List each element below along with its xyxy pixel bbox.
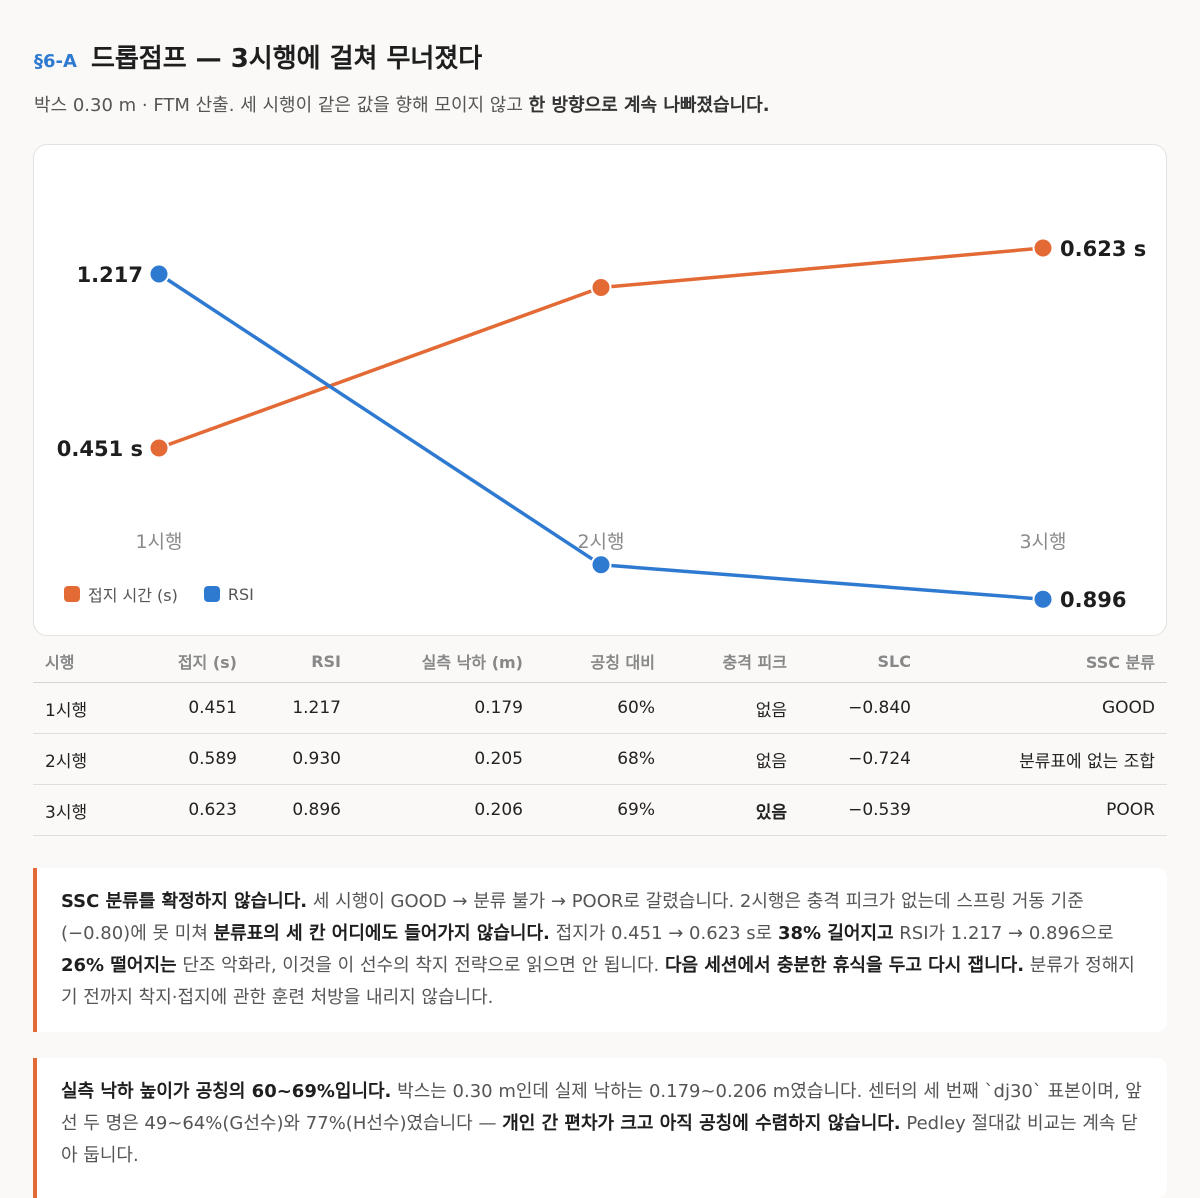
cell-ssc: POOR xyxy=(923,784,1167,836)
data-point-1-0 xyxy=(148,263,170,285)
note1-text-4: 단조 악화라, 이것을 이 선수의 착지 전략으로 읽으면 안 됩니다. xyxy=(176,955,665,976)
col-header-impact: 충격 피크 xyxy=(667,640,799,683)
cell-nominal: 68% xyxy=(535,733,667,785)
subtitle-text: 박스 0.30 m · FTM 산출. 세 시행이 같은 값을 향해 모이지 않… xyxy=(34,95,529,116)
cell-trial: 3시행 xyxy=(33,784,133,836)
legend-swatch-rsi xyxy=(203,586,220,602)
col-header-ssc: SSC 분류 xyxy=(923,640,1167,683)
cell-impact: 있음 xyxy=(667,784,799,836)
note2-bold-1: 실측 낙하 높이가 공칭의 60~69%입니다. xyxy=(61,1081,392,1102)
trials-table: 시행 접지 (s) RSI 실측 낙하 (m) 공칭 대비 충격 피크 SLC … xyxy=(33,640,1167,836)
x-tick-label-1: 2시행 xyxy=(577,531,624,553)
note1-text-5: 분류가 정해지기 전까지 착지·접지에 관한 훈련 처방을 내리지 않습니다. xyxy=(61,955,1135,1008)
subtitle-emphasis: 한 방향으로 계속 나빠졌습니다. xyxy=(528,95,770,116)
data-point-0-2 xyxy=(1032,237,1054,259)
note-ssc-classification: SSC 분류를 확정하지 않습니다. 세 시행이 GOOD → 분류 불가 → … xyxy=(33,868,1167,1032)
page-subtitle: 박스 0.30 m · FTM 산출. 세 시행이 같은 값을 향해 모이지 않… xyxy=(34,91,770,117)
col-header-slc: SLC xyxy=(799,640,923,683)
legend-swatch-contact-time xyxy=(64,586,80,602)
cell-nominal: 69% xyxy=(535,784,667,836)
data-point-0-1 xyxy=(590,277,612,298)
cell-ssc: GOOD xyxy=(923,682,1167,734)
table-row: 1시행 0.451 1.217 0.179 60% 없음 −0.840 GOOD xyxy=(33,682,1167,734)
cell-rsi: 0.930 xyxy=(249,733,353,785)
section-tag: §6-A xyxy=(34,51,77,72)
page-title: 드롭점프 — 3시행에 걸쳐 무너졌다 xyxy=(90,44,483,74)
data-point-1-2 xyxy=(1032,588,1054,610)
col-header-drop: 실측 낙하 (m) xyxy=(353,640,535,683)
cell-drop: 0.205 xyxy=(353,733,535,785)
note2-bold-2: 개인 간 편차가 크고 아직 공칭에 수렴하지 않습니다. xyxy=(502,1113,901,1134)
cell-contact: 0.451 xyxy=(133,682,249,734)
note-drop-height: 실측 낙하 높이가 공칭의 60~69%입니다. 박스는 0.30 m인데 실제… xyxy=(33,1058,1167,1198)
table-header-row: 시행 접지 (s) RSI 실측 낙하 (m) 공칭 대비 충격 피크 SLC … xyxy=(33,640,1167,683)
title-row: §6-A 드롭점프 — 3시행에 걸쳐 무너졌다 xyxy=(34,38,770,75)
data-point-1-1 xyxy=(590,554,612,576)
line-chart: 0.451 s 0.623 s 1.217 0.896 1시행 2시행 3시행 xyxy=(57,237,1147,612)
cell-slc: −0.840 xyxy=(799,682,923,734)
header: §6-A 드롭점프 — 3시행에 걸쳐 무너졌다 박스 0.30 m · FTM… xyxy=(34,38,770,117)
table-row: 3시행 0.623 0.896 0.206 69% 있음 −0.539 POOR xyxy=(33,784,1167,836)
note1-bold-2: 분류표의 세 칸 어디에도 들어가지 않습니다. xyxy=(213,923,550,944)
note1-text-3: RSI가 1.217 → 0.896으로 xyxy=(893,923,1114,944)
legend-item-rsi: RSI xyxy=(203,582,254,606)
col-header-contact: 접지 (s) xyxy=(133,640,249,683)
note1-text-1: 세 시행이 GOOD → 분류 불가 → POOR로 갈렸습니다. 2시행은 충… xyxy=(61,891,1084,944)
data-label-start-0: 0.451 s xyxy=(57,437,143,461)
cell-rsi: 0.896 xyxy=(249,784,353,836)
legend-item-contact-time: 접지 시간 (s) xyxy=(64,582,178,606)
data-label-start-1: 1.217 xyxy=(77,263,143,287)
note1-bold-1: SSC 분류를 확정하지 않습니다. xyxy=(61,891,308,912)
data-point-0-0 xyxy=(148,437,170,459)
chart-card: 0.451 s 0.623 s 1.217 0.896 1시행 2시행 3시행 접지 시간 … xyxy=(33,144,1167,636)
data-label-end-0: 0.623 s xyxy=(1060,237,1146,261)
chart-legend: 접지 시간 (s) RSI xyxy=(64,582,254,606)
cell-trial: 2시행 xyxy=(33,733,133,785)
cell-nominal: 60% xyxy=(535,682,667,734)
note2-text-1: 박스는 0.30 m인데 실제 낙하는 0.179~0.206 m였습니다. 센… xyxy=(61,1081,1142,1134)
legend-label-rsi: RSI xyxy=(227,584,254,604)
cell-contact: 0.589 xyxy=(133,733,249,785)
table-row: 2시행 0.589 0.930 0.205 68% 없음 −0.724 분류표에… xyxy=(33,733,1167,785)
col-header-nominal: 공칭 대비 xyxy=(535,640,667,683)
cell-slc: −0.724 xyxy=(799,733,923,785)
legend-label-contact-time: 접지 시간 (s) xyxy=(88,586,178,605)
note1-bold-4: 26% 떨어지는 xyxy=(61,955,177,976)
cell-drop: 0.179 xyxy=(353,682,535,734)
x-tick-label-0: 1시행 xyxy=(135,531,182,553)
cell-ssc: 분류표에 없는 조합 xyxy=(923,733,1167,785)
note1-text-2: 접지가 0.451 → 0.623 s로 xyxy=(549,923,778,944)
data-label-end-1: 0.896 xyxy=(1060,588,1126,612)
cell-rsi: 1.217 xyxy=(249,682,353,734)
note2-text-2: Pedley 절대값 비교는 계속 닫아 둡니다. xyxy=(61,1113,1138,1166)
col-header-rsi: RSI xyxy=(249,640,353,683)
cell-impact: 없음 xyxy=(667,733,799,785)
note1-bold-3: 38% 길어지고 xyxy=(777,923,894,944)
cell-trial: 1시행 xyxy=(33,682,133,734)
note1-bold-5: 다음 세션에서 충분한 휴식을 두고 다시 잽니다. xyxy=(664,955,1025,976)
cell-contact: 0.623 xyxy=(133,784,249,836)
col-header-trial: 시행 xyxy=(33,640,133,683)
cell-drop: 0.206 xyxy=(353,784,535,836)
cell-impact: 없음 xyxy=(667,682,799,734)
cell-slc: −0.539 xyxy=(799,784,923,836)
x-tick-label-2: 3시행 xyxy=(1019,531,1066,553)
